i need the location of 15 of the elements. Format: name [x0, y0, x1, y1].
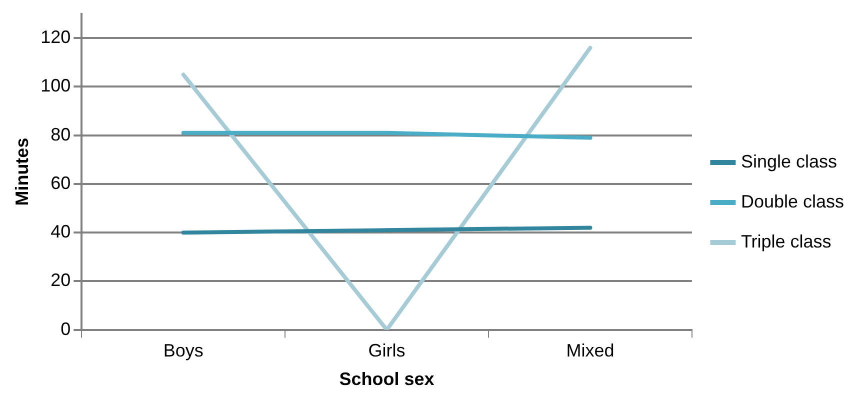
- x-tick-label: Mixed: [566, 340, 614, 361]
- y-tick-label: 100: [40, 76, 71, 96]
- x-tick-label: Boys: [163, 340, 204, 361]
- y-tick-label: 20: [50, 270, 71, 290]
- x-axis-title: School sex: [339, 369, 434, 390]
- legend-label: Single class: [740, 151, 837, 172]
- y-tick-label: 120: [40, 27, 71, 48]
- y-tick-label: 0: [60, 318, 71, 339]
- y-tick-label: 80: [50, 124, 71, 144]
- y-axis-title: Minutes: [12, 138, 32, 206]
- legend-label: Triple class: [740, 231, 832, 252]
- legend-label: Double class: [740, 191, 844, 212]
- x-tick-label: Girls: [368, 340, 406, 361]
- y-tick-label: 60: [50, 172, 71, 193]
- y-tick-label: 40: [50, 222, 71, 242]
